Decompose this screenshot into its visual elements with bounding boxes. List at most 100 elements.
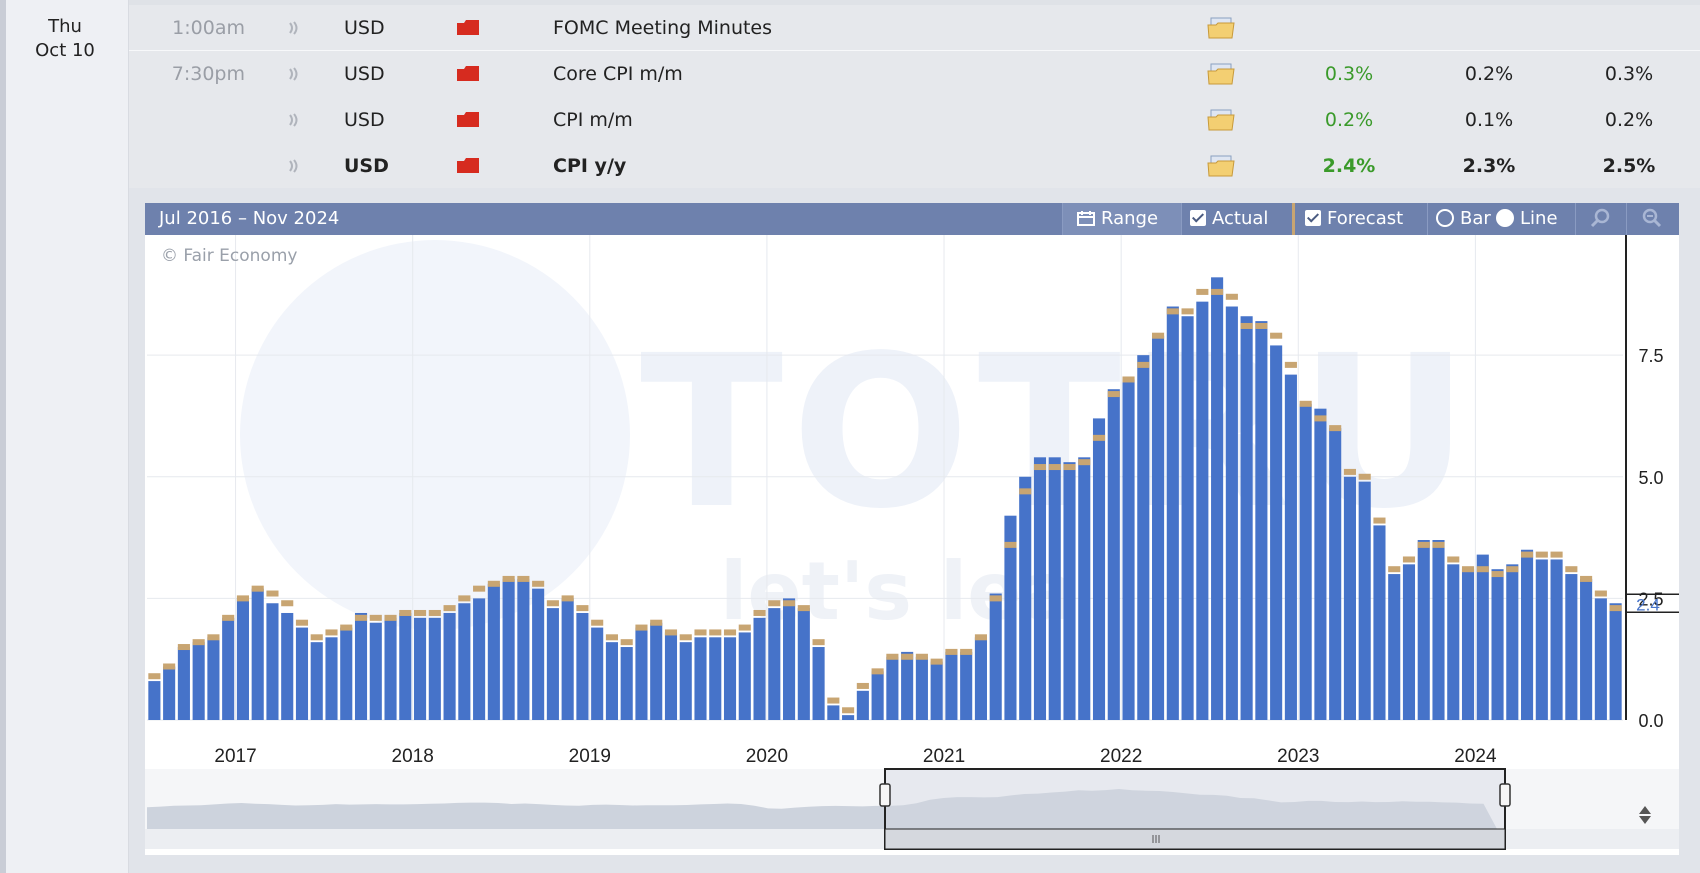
event-row-core-cpi[interactable]: 7:30pm USD Core CPI m/m 0.3% 0.2% 0.3%	[129, 51, 1700, 97]
event-time: 1:00am	[172, 17, 245, 39]
forecast-mark	[1240, 322, 1253, 329]
forecast-mark	[163, 663, 176, 670]
actual-bar	[605, 642, 618, 720]
watermark-logo	[240, 240, 630, 630]
forecast-toggle[interactable]: Forecast	[1292, 203, 1419, 235]
actual-bar	[236, 598, 249, 720]
actual-bar	[1211, 277, 1224, 720]
forecast-mark	[295, 619, 309, 626]
forecast-mark	[797, 605, 810, 612]
actual-bar	[1270, 345, 1283, 720]
actual-bar	[1343, 476, 1356, 720]
forecast-mark	[915, 653, 928, 660]
event-time	[129, 97, 245, 143]
actual-bar	[620, 647, 633, 720]
actual-bar	[1609, 603, 1622, 720]
cpi-bar-chart[interactable]: 2017 2018 2019 2020 2021 2022 2023 20240.02.55.…	[145, 235, 1679, 855]
actual-bar	[1033, 457, 1047, 720]
bar-option[interactable]: Bar	[1427, 203, 1496, 235]
detail-folder-icon[interactable]	[1207, 109, 1235, 131]
sound-icon[interactable]	[287, 112, 301, 128]
forecast-mark	[546, 600, 559, 607]
detail-folder-icon[interactable]	[1207, 63, 1235, 85]
actual-bar	[310, 642, 323, 720]
event-title[interactable]: Core CPI m/m	[553, 63, 683, 85]
actual-bar	[738, 632, 751, 720]
event-row-cpi-yy[interactable]: USD CPI y/y 2.4% 2.3% 2.5%	[129, 143, 1700, 189]
sound-icon[interactable]	[287, 158, 301, 174]
actual-bar	[768, 608, 781, 720]
zoom-in-button[interactable]	[1575, 203, 1626, 235]
forecast-checkbox[interactable]	[1305, 210, 1321, 226]
detail-folder-icon[interactable]	[1207, 17, 1235, 39]
actual-bar	[1476, 554, 1489, 720]
actual-bar	[1152, 335, 1165, 720]
sound-icon[interactable]	[287, 20, 301, 36]
event-title[interactable]: FOMC Meeting Minutes	[553, 17, 773, 39]
bar-radio[interactable]	[1436, 209, 1454, 227]
forecast-mark	[1299, 400, 1312, 407]
event-row-fomc[interactable]: 1:00am USD FOMC Meeting Minutes	[129, 5, 1700, 51]
actual-bar	[1314, 408, 1327, 720]
line-radio[interactable]	[1496, 209, 1514, 227]
y-tick-label: 0.0	[1638, 711, 1663, 731]
actual-bar	[222, 617, 235, 720]
actual-bar	[856, 690, 869, 720]
actual-bar	[1506, 564, 1519, 720]
x-tick-label: 2024	[1454, 746, 1497, 767]
event-row-cpi-mm[interactable]: USD CPI m/m 0.2% 0.1% 0.2%	[129, 97, 1700, 143]
sound-icon[interactable]	[287, 66, 301, 82]
line-option[interactable]: Line	[1496, 203, 1564, 235]
actual-bar	[1166, 306, 1179, 720]
detail-folder-icon[interactable]	[1207, 155, 1235, 177]
actual-bar	[1388, 574, 1401, 720]
range-button[interactable]: Range	[1062, 203, 1181, 235]
forecast-mark	[1270, 332, 1283, 339]
actual-bar	[1284, 374, 1297, 720]
actual-bar	[1358, 481, 1371, 720]
actual-bar	[1329, 428, 1342, 720]
actual-bar	[679, 642, 692, 720]
magnifier-minus-icon	[1642, 208, 1662, 228]
zoom-out-button[interactable]	[1626, 203, 1679, 235]
actual-bar	[458, 603, 471, 720]
actual-bar	[1122, 379, 1135, 720]
actual-bar	[1491, 569, 1504, 720]
event-title[interactable]: CPI y/y	[553, 155, 627, 177]
forecast-mark	[1506, 566, 1519, 573]
forecast-mark	[1137, 361, 1150, 368]
forecast-mark	[1063, 464, 1076, 471]
actual-bar	[576, 612, 589, 720]
forecast-mark	[428, 609, 441, 616]
forecast-mark	[1048, 464, 1061, 471]
scrollbar-grip-icon	[1152, 835, 1160, 843]
actual-bar	[1299, 403, 1312, 720]
forecast-mark	[354, 614, 368, 621]
forecast-mark	[886, 653, 899, 660]
navigator-area	[147, 788, 1497, 829]
event-title[interactable]: CPI m/m	[553, 109, 633, 131]
forecast-mark	[1314, 415, 1327, 422]
actual-bar	[1240, 316, 1253, 720]
high-impact-folder-icon	[457, 20, 479, 35]
actual-bar	[502, 578, 515, 720]
forecast-mark	[414, 609, 427, 616]
event-previous	[1579, 5, 1679, 51]
actual-bar	[1521, 549, 1534, 720]
actual-bar	[1447, 564, 1460, 720]
forecast-mark	[679, 634, 692, 641]
forecast-mark	[502, 575, 515, 582]
forecast-mark	[591, 619, 604, 626]
actual-bar	[561, 598, 574, 720]
forecast-mark	[384, 614, 397, 621]
actual-bar	[974, 637, 987, 720]
actual-toggle[interactable]: Actual	[1181, 203, 1292, 235]
chart-range-title: Jul 2016 – Nov 2024	[159, 208, 340, 229]
forecast-mark	[1417, 541, 1430, 548]
actual-bar	[901, 651, 914, 720]
actual-bar	[1092, 418, 1106, 720]
actual-checkbox[interactable]	[1190, 210, 1206, 226]
actual-bar	[1417, 540, 1430, 720]
forecast-mark	[650, 619, 663, 626]
actual-bar	[694, 637, 707, 720]
